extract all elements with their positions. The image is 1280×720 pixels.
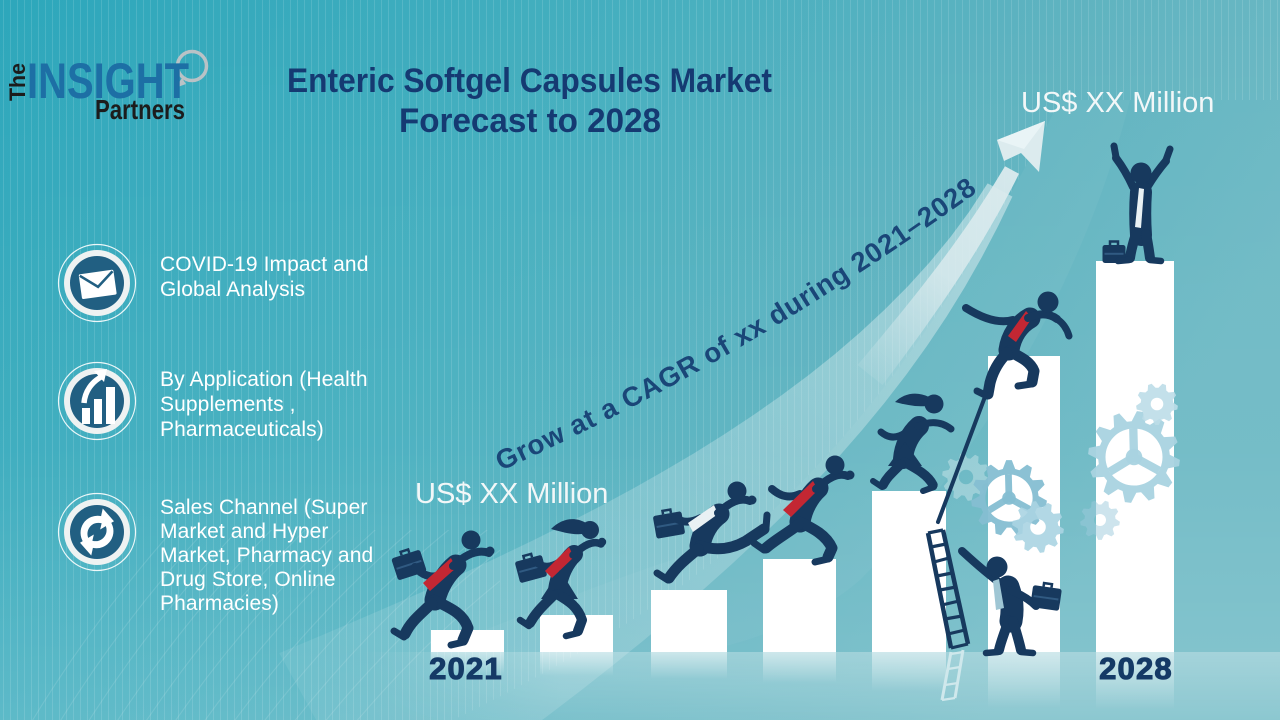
svg-text:Enteric Softgel Capsules Marke: Enteric Softgel Capsules Market <box>287 62 772 100</box>
svg-text:US$ XX Million: US$ XX Million <box>1021 87 1214 119</box>
svg-text:Forecast to 2028: Forecast to 2028 <box>399 102 661 140</box>
svg-text:2021: 2021 <box>429 651 503 686</box>
svg-text:The: The <box>5 63 30 101</box>
svg-text:INSIGHT: INSIGHT <box>27 53 189 109</box>
svg-text:US$ XX Million: US$ XX Million <box>415 478 608 510</box>
svg-text:Partners: Partners <box>95 94 185 125</box>
svg-text:2028: 2028 <box>1099 651 1173 686</box>
